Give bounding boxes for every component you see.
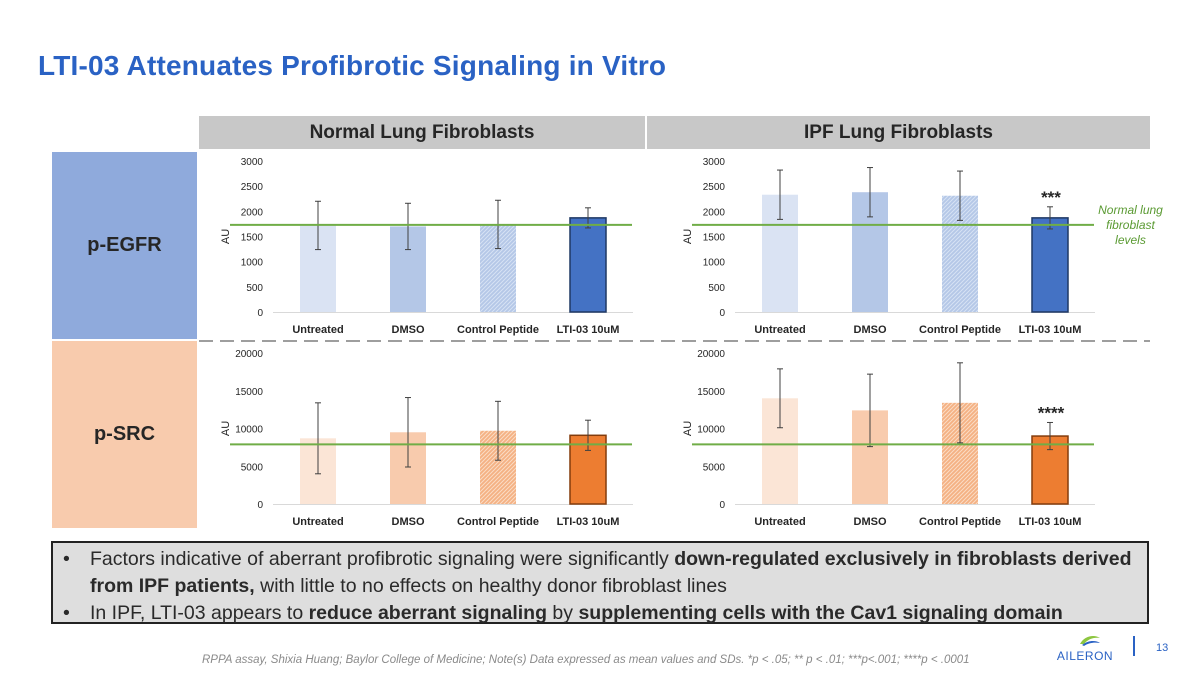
category-label: Untreated (292, 516, 343, 528)
category-label: Control Peptide (457, 324, 539, 336)
category-label: Control Peptide (919, 324, 1001, 336)
y-tick-label: 0 (719, 308, 725, 319)
page-number: 13 (1156, 642, 1169, 654)
y-tick-label: 20000 (235, 349, 263, 360)
y-tick-label: 0 (719, 500, 725, 511)
y-tick-label: 0 (257, 500, 263, 511)
bullet-1: • Factors indicative of aberrant profibr… (63, 546, 1137, 600)
bullet-2: • In IPF, LTI-03 appears to reduce aberr… (63, 600, 1137, 627)
category-label: LTI-03 10uM (557, 516, 620, 528)
normal-level-note: Normal lung fibroblast levels (1098, 203, 1163, 247)
logo-divider (1133, 636, 1135, 656)
bullet-2-text-a: In IPF, LTI-03 appears to (90, 602, 309, 624)
bar (569, 217, 607, 313)
bullet-1-text-a: Factors indicative of aberrant profibrot… (90, 548, 675, 570)
y-axis-label: AU (220, 421, 232, 436)
y-tick-label: 2500 (703, 182, 726, 193)
y-axis-label: AU (220, 229, 232, 244)
summary-box: • Factors indicative of aberrant profibr… (51, 541, 1149, 624)
category-label: Untreated (292, 324, 343, 336)
y-tick-label: 15000 (235, 387, 263, 398)
y-tick-label: 1000 (241, 258, 264, 269)
category-label: DMSO (854, 324, 887, 336)
y-tick-label: 1500 (241, 233, 264, 244)
column-header-ipf: IPF Lung Fibroblasts (647, 116, 1150, 149)
bullet-1-bold: down-regulated exclusively in fibroblast… (90, 548, 1132, 597)
column-header-normal: Normal Lung Fibroblasts (199, 116, 645, 149)
bullet-1-text-b: with little to no effects on healthy don… (254, 575, 727, 597)
y-tick-label: 2000 (703, 207, 726, 218)
bullet-2-bold-a: reduce aberrant signaling (308, 602, 547, 624)
bullet-2-bold-b: supplementing cells with the Cav1 signal… (578, 602, 1063, 624)
bullet-dot: • (63, 548, 70, 570)
chart-src-ipf: 0 5000 10000 15000 20000 AU Untreated DMSO Contr… (682, 349, 1095, 528)
y-tick-label: 1000 (703, 258, 726, 269)
y-tick-label: 2000 (241, 207, 264, 218)
footnote: RPPA assay, Shixia Huang; Baylor College… (202, 654, 970, 666)
y-tick-label: 1500 (703, 233, 726, 244)
category-label: Control Peptide (457, 516, 539, 528)
chart-egfr-ipf: 0 500 1000 1500 2000 2500 3000 AU Untreated DMSO C… (682, 157, 1095, 336)
category-label: DMSO (392, 324, 425, 336)
bar (1031, 217, 1069, 313)
row-header-src: p-SRC (52, 341, 197, 528)
logo-text: AILERON (1057, 649, 1113, 663)
y-tick-label: 20000 (697, 349, 725, 360)
bullet-2-text-b: by (547, 602, 579, 624)
y-tick-label: 5000 (703, 462, 726, 473)
y-tick-label: 10000 (697, 425, 725, 436)
y-tick-label: 500 (708, 283, 725, 294)
page-title: LTI-03 Attenuates Profibrotic Signaling … (38, 50, 667, 81)
y-tick-label: 3000 (703, 157, 726, 168)
category-label: LTI-03 10uM (557, 324, 620, 336)
category-label: LTI-03 10uM (1019, 516, 1082, 528)
bar (569, 434, 607, 505)
y-tick-label: 500 (246, 283, 263, 294)
y-axis-label: AU (682, 229, 694, 244)
category-label: Untreated (754, 516, 805, 528)
significance-marker: *** (1041, 188, 1061, 207)
bullet-dot: • (63, 602, 70, 624)
y-tick-label: 0 (257, 308, 263, 319)
y-tick-label: 3000 (241, 157, 264, 168)
chart-src-normal: 0 5000 10000 15000 20000 AU Untreated DMSO Contr… (220, 349, 633, 528)
row-label-src: p-SRC (93, 423, 156, 445)
category-label: Untreated (754, 324, 805, 336)
y-tick-label: 5000 (241, 462, 264, 473)
chart-area: 0 500 1000 1500 2000 2500 3000 AU Untreated DMSO C… (199, 157, 1150, 528)
category-label: DMSO (854, 516, 887, 528)
bullet-1-text: Factors indicative of aberrant profibrot… (90, 546, 1137, 600)
category-label: LTI-03 10uM (1019, 324, 1082, 336)
chart-egfr-normal: 0 500 1000 1500 2000 2500 3000 AU Untreated DMSO C… (220, 157, 633, 336)
y-tick-label: 15000 (697, 387, 725, 398)
category-label: DMSO (392, 516, 425, 528)
aileron-logo: AILERON (1057, 636, 1113, 663)
category-label: Control Peptide (919, 516, 1001, 528)
bullet-2-text: In IPF, LTI-03 appears to reduce aberran… (90, 600, 1063, 627)
row-label-egfr: p-EGFR (87, 234, 162, 256)
significance-marker: **** (1038, 403, 1065, 422)
y-tick-label: 2500 (241, 182, 264, 193)
row-header-egfr: p-EGFR (52, 152, 197, 339)
y-axis-label: AU (682, 421, 694, 436)
y-tick-label: 10000 (235, 425, 263, 436)
